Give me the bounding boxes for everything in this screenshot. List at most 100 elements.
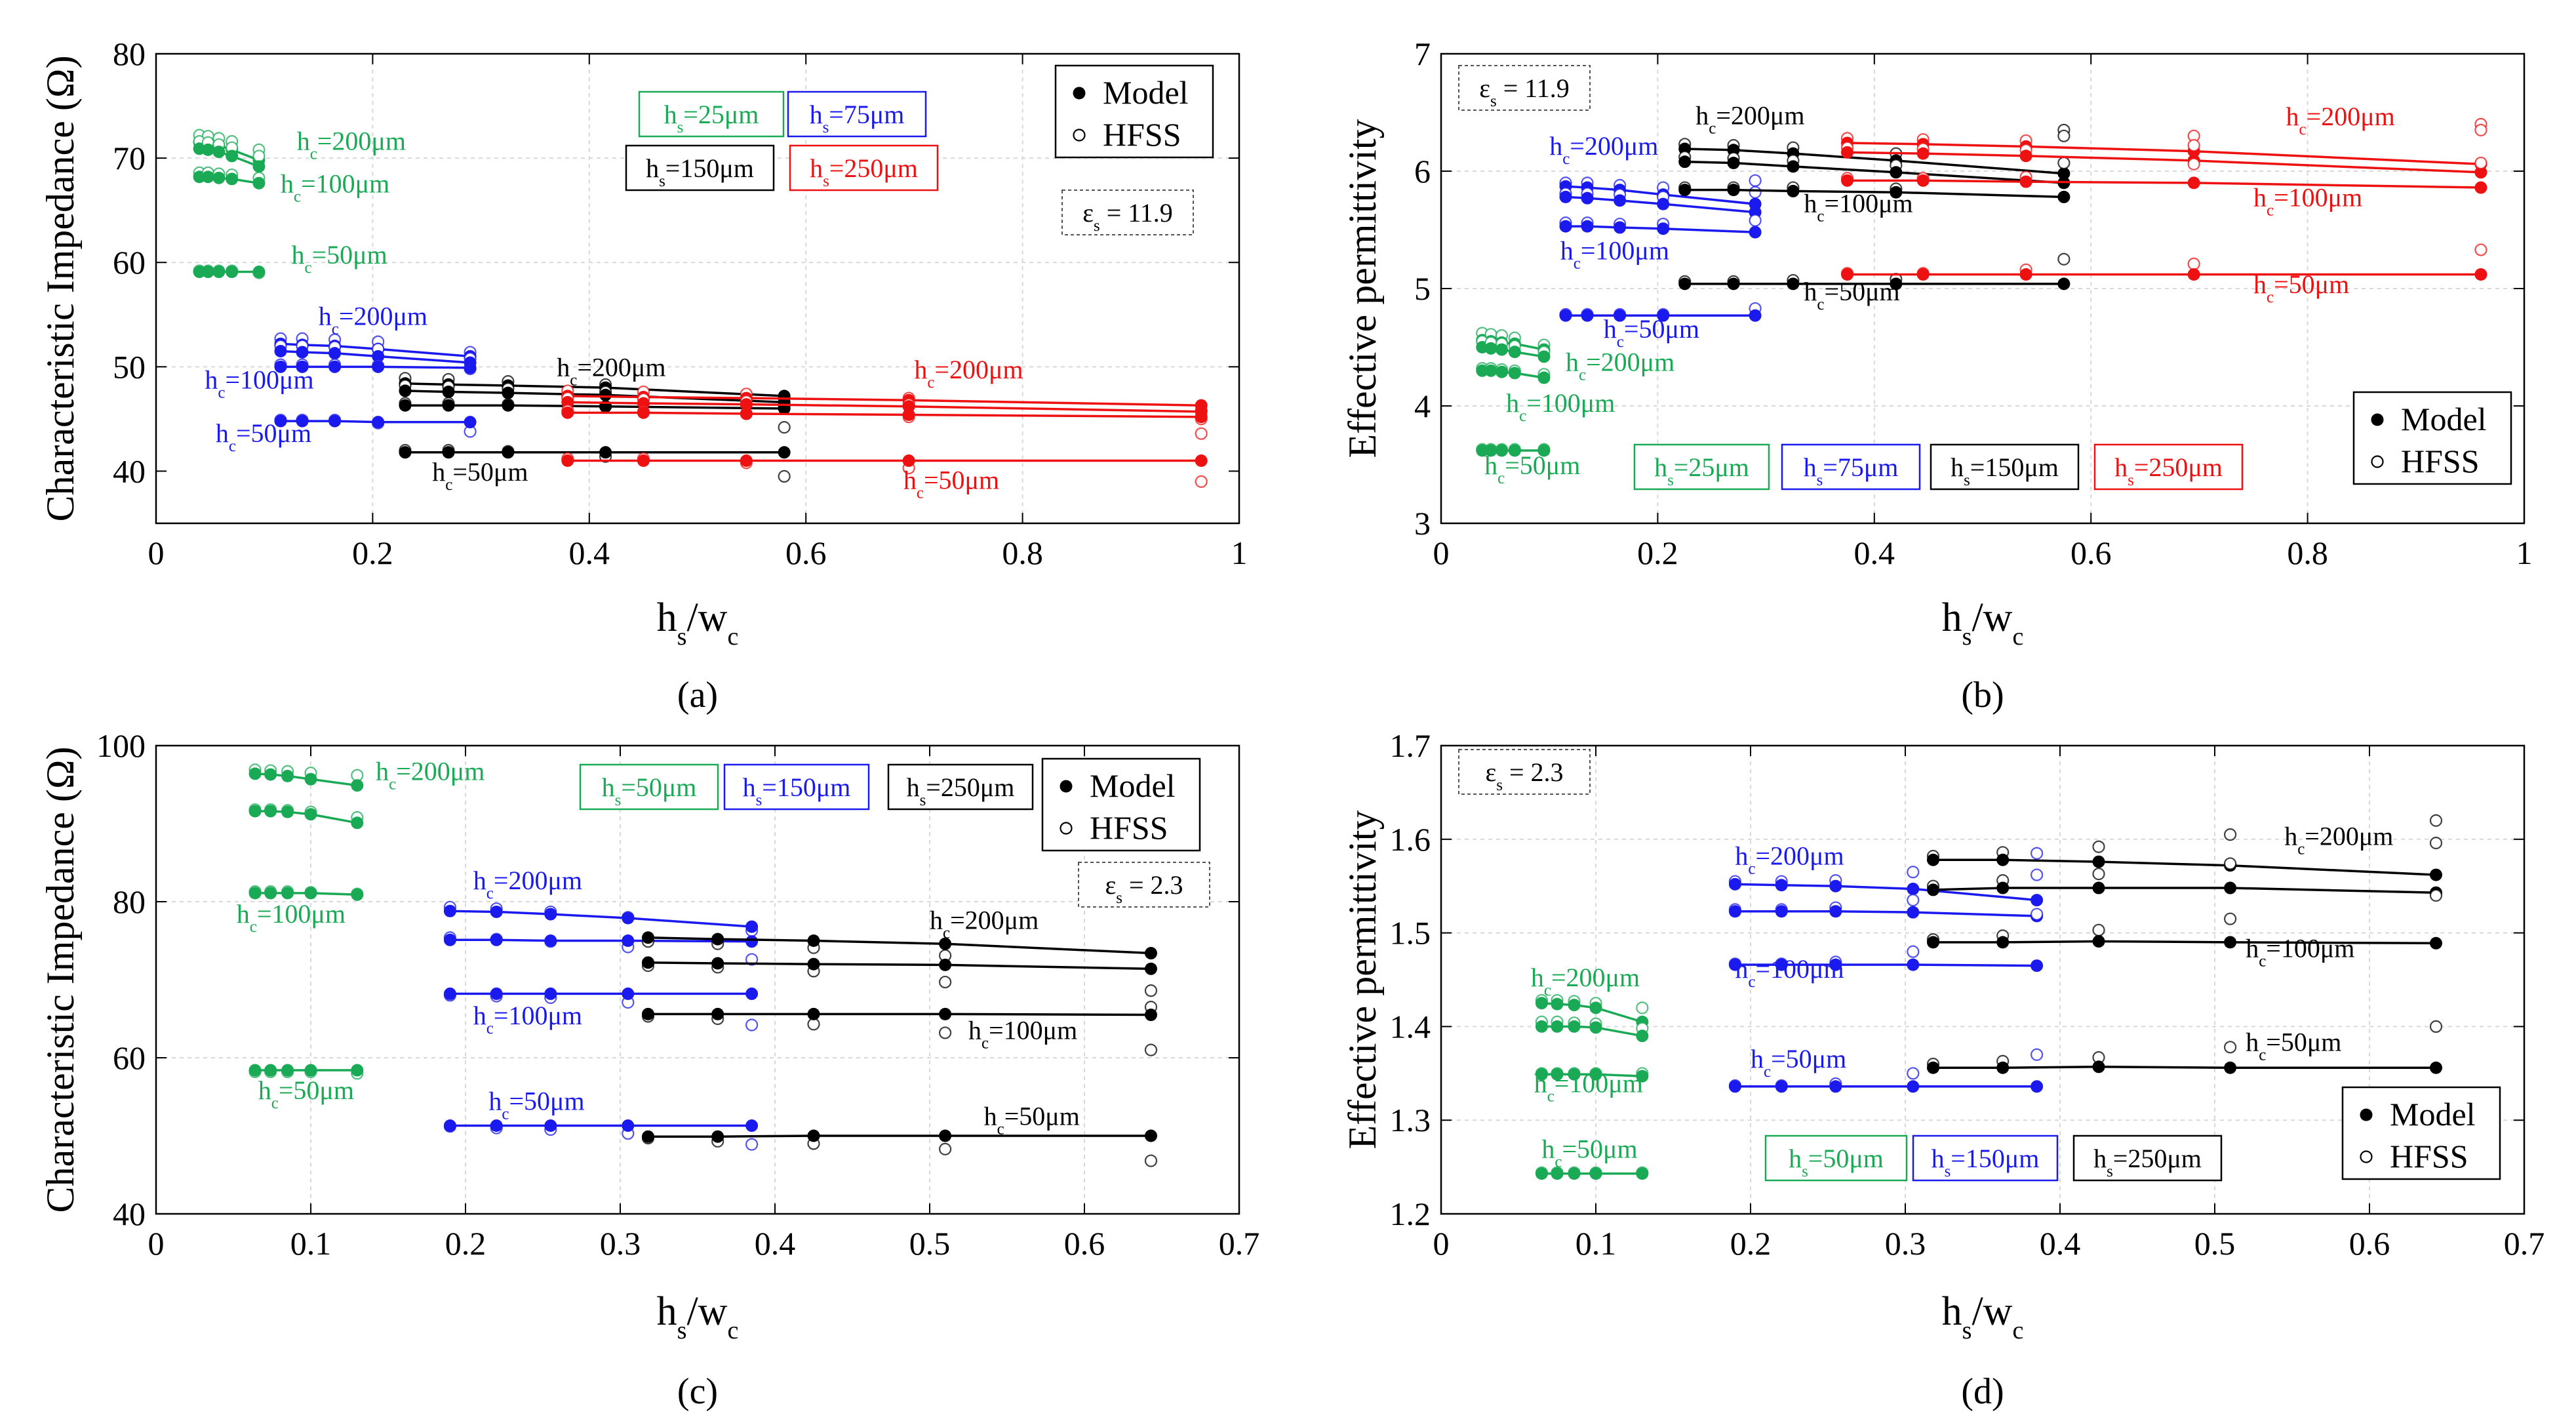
model-point bbox=[212, 146, 226, 159]
model-point bbox=[1841, 268, 1853, 281]
x-tick-label: 0.7 bbox=[1219, 1225, 1260, 1262]
model-point bbox=[2187, 268, 2200, 281]
hc-label: hc=100μm bbox=[1804, 189, 1912, 226]
hs-box-label: hs=50μm bbox=[1789, 1144, 1884, 1180]
model-point bbox=[1678, 155, 1692, 169]
legend-model-marker bbox=[2371, 413, 2384, 426]
axes-frame bbox=[1440, 52, 2526, 525]
model-point bbox=[1537, 350, 1551, 363]
hfss-point bbox=[1749, 214, 1762, 227]
model-point bbox=[902, 454, 915, 468]
model-point bbox=[1657, 197, 1670, 211]
model-point bbox=[1508, 346, 1521, 359]
model-point bbox=[1589, 1021, 1602, 1034]
legend-frame bbox=[1054, 64, 1214, 159]
hc-label: hc=50μm bbox=[2253, 270, 2349, 306]
series bbox=[1559, 302, 1762, 322]
hc-label: hc=100μm bbox=[205, 365, 313, 402]
model-point bbox=[1568, 1068, 1581, 1081]
hs-box-frame bbox=[638, 90, 785, 138]
hs-box: hs=150μm bbox=[1912, 1134, 2059, 1182]
model-point bbox=[1195, 454, 1208, 468]
legend-hfss-label: HFSS bbox=[1103, 116, 1181, 153]
hc-label: hc=100μm bbox=[237, 899, 346, 936]
model-point bbox=[2092, 881, 2105, 894]
model-point bbox=[274, 360, 287, 373]
model-point bbox=[641, 1007, 654, 1020]
hc-label: hc=50μm bbox=[2246, 1028, 2341, 1064]
x-tick-label: 0.6 bbox=[2071, 534, 2112, 571]
hc-label: hc=100μm bbox=[1534, 1068, 1643, 1105]
hfss-point bbox=[745, 953, 759, 966]
hc-label: hc=200μm bbox=[1735, 841, 1844, 877]
x-tick-label: 0.6 bbox=[1064, 1225, 1105, 1262]
hfss-point bbox=[1195, 427, 1208, 440]
x-tick-label: 0.5 bbox=[909, 1225, 951, 1262]
y-axis-title: Effective permittivity bbox=[1341, 119, 1384, 458]
model-point bbox=[490, 933, 503, 946]
model-point bbox=[304, 887, 317, 900]
model-point bbox=[544, 1119, 557, 1133]
model-point bbox=[281, 805, 294, 818]
model-point bbox=[399, 384, 412, 397]
y-tick-label: 60 bbox=[113, 244, 146, 281]
model-point bbox=[351, 816, 364, 830]
hc-label: hc=50μm bbox=[1604, 314, 1699, 351]
series bbox=[641, 1007, 1158, 1056]
x-tick-label: 0.1 bbox=[290, 1225, 332, 1262]
series bbox=[1476, 443, 1551, 457]
hfss-point bbox=[2474, 243, 2487, 256]
series bbox=[1728, 908, 2044, 973]
panel-caption: (b) bbox=[1961, 675, 2004, 715]
model-point bbox=[252, 266, 266, 279]
series bbox=[248, 1064, 364, 1080]
panel-caption: (c) bbox=[677, 1371, 718, 1412]
model-point bbox=[201, 171, 214, 184]
model-point bbox=[372, 416, 385, 429]
series bbox=[248, 803, 364, 830]
model-point bbox=[1551, 1020, 1564, 1033]
model-point bbox=[226, 266, 239, 279]
hfss-point bbox=[2092, 840, 2105, 853]
series bbox=[248, 885, 364, 901]
hc-label: hc=50μm bbox=[258, 1075, 354, 1112]
hfss-point bbox=[2474, 156, 2487, 170]
model-point bbox=[1890, 166, 1903, 179]
model-point bbox=[264, 768, 277, 781]
model-point bbox=[1890, 186, 1903, 199]
hfss-point bbox=[807, 1018, 820, 1031]
model-point bbox=[1728, 958, 1741, 971]
x-tick-label: 0.8 bbox=[2287, 534, 2328, 571]
hc-label: hc=100μm bbox=[473, 1001, 582, 1037]
series bbox=[561, 452, 1208, 488]
series bbox=[443, 987, 759, 1032]
model-point bbox=[1916, 147, 1930, 160]
hfss-point bbox=[1195, 475, 1208, 488]
model-point bbox=[939, 937, 952, 950]
model-point bbox=[1907, 1080, 1920, 1093]
model-point bbox=[2429, 868, 2442, 881]
model-point bbox=[2092, 1060, 2105, 1074]
model-point bbox=[745, 1119, 759, 1133]
hfss-point bbox=[2474, 123, 2487, 136]
model-point bbox=[1996, 936, 2010, 949]
model-point bbox=[599, 388, 612, 401]
model-point bbox=[745, 935, 759, 948]
chart-b: 0 0.2 0.4 0.6 0.8 1 3 4 5 6 7 hs/wc Effective permit… bbox=[1341, 35, 2533, 715]
model-point bbox=[1996, 881, 2010, 894]
hfss-point bbox=[2031, 908, 2044, 921]
eps-box: εs = 11.9 bbox=[1061, 190, 1194, 235]
x-tick-label: 0.6 bbox=[2349, 1225, 2390, 1262]
model-point bbox=[2474, 166, 2487, 179]
series bbox=[1728, 1048, 2044, 1093]
model-point bbox=[1890, 277, 1903, 291]
model-point bbox=[304, 1064, 317, 1077]
model-point bbox=[622, 912, 635, 925]
model-point bbox=[1551, 1068, 1564, 1081]
hfss-point bbox=[2429, 836, 2443, 850]
model-point bbox=[740, 398, 753, 411]
model-point bbox=[1508, 444, 1521, 457]
series bbox=[1678, 156, 2071, 203]
model-point bbox=[1535, 997, 1548, 1010]
model-point bbox=[1678, 184, 1692, 197]
